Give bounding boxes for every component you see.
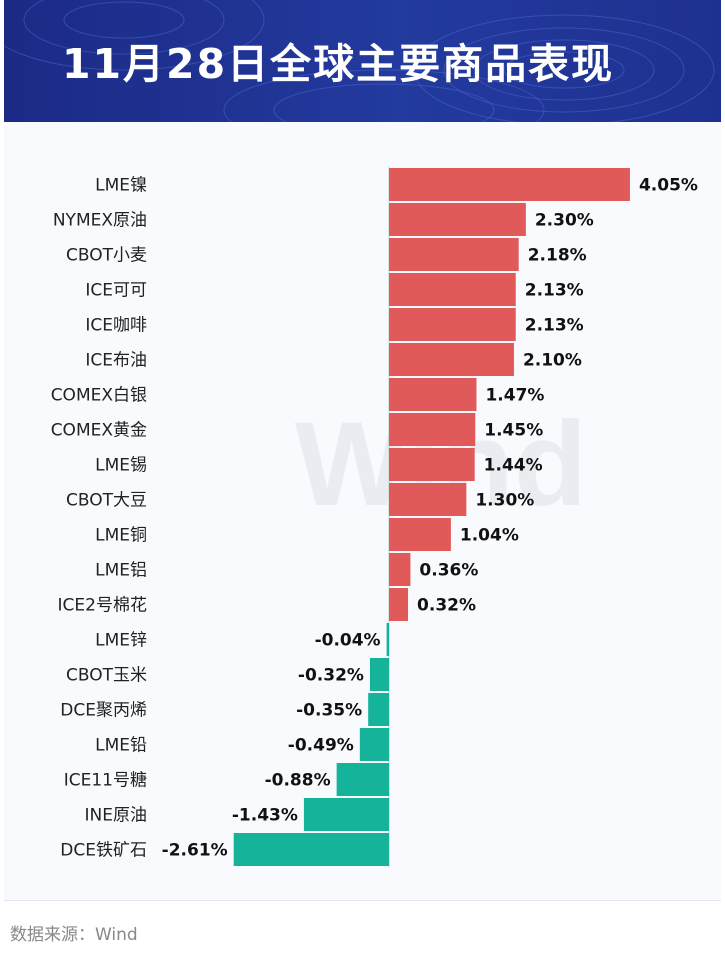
data-source-note: 数据来源：Wind [10,925,138,945]
category-label: LME锌 [95,631,147,651]
value-label: 2.18% [528,246,587,266]
bar [389,273,516,306]
bar [389,553,411,586]
value-label: -0.32% [298,666,364,686]
value-label: 2.13% [525,281,584,301]
chart-panel: Wind LME镍4.05%NYMEX原油2.30%CBOT小麦2.18%ICE… [4,122,721,901]
value-label: -0.35% [296,701,362,721]
bar [233,833,389,866]
value-label: -2.61% [162,841,228,861]
category-label: LME锡 [95,456,147,476]
category-label: LME镍 [95,176,147,196]
category-label: LME铝 [95,561,147,581]
value-label: 2.10% [523,351,582,371]
bar [386,623,389,656]
value-label: -0.49% [288,736,354,756]
value-label: -0.04% [315,631,381,651]
bar [359,728,389,761]
bar [389,413,476,446]
bar [303,798,389,831]
category-label: CBOT玉米 [66,666,147,686]
bar [389,378,477,411]
title-banner: 11月28日全球主要商品表现 [4,0,721,122]
bar [369,658,389,691]
category-label: ICE咖啡 [85,316,147,336]
category-label: CBOT小麦 [66,246,147,266]
bar [368,693,389,726]
category-label: NYMEX原油 [53,211,147,231]
category-label: ICE可可 [85,281,147,301]
category-label: INE原油 [85,806,147,826]
bar [389,588,409,621]
value-label: 2.13% [525,316,584,336]
bar [389,168,630,201]
value-label: 1.30% [475,491,534,511]
bar [389,203,526,236]
bar [389,343,514,376]
bar [389,308,516,341]
category-label: DCE铁矿石 [60,841,147,861]
value-label: 1.44% [484,456,543,476]
value-label: 1.45% [484,421,543,441]
bar [389,483,467,516]
value-label: -0.88% [265,771,331,791]
value-label: 4.05% [639,176,698,196]
value-label: 1.04% [460,526,519,546]
commodity-bar-chart: Wind LME镍4.05%NYMEX原油2.30%CBOT小麦2.18%ICE… [51,167,698,867]
category-label: COMEX白银 [51,386,147,406]
bar [389,518,451,551]
category-label: LME铅 [95,736,147,756]
banner-title: 11月28日全球主要商品表现 [62,40,615,88]
bar [336,763,389,796]
bar [389,448,475,481]
value-label: -1.43% [232,806,298,826]
bar [389,238,519,271]
category-label: DCE聚丙烯 [60,701,147,721]
category-label: LME铜 [95,526,147,546]
banner-topo-decoration [4,0,715,122]
category-label: ICE11号糖 [64,771,147,791]
category-label: ICE2号棉花 [58,596,147,616]
category-label: ICE布油 [85,351,147,371]
value-label: 2.30% [535,211,594,231]
category-label: CBOT大豆 [66,491,147,511]
value-label: 0.32% [417,596,476,616]
value-label: 0.36% [419,561,478,581]
value-label: 1.47% [485,386,544,406]
category-label: COMEX黄金 [51,421,147,441]
